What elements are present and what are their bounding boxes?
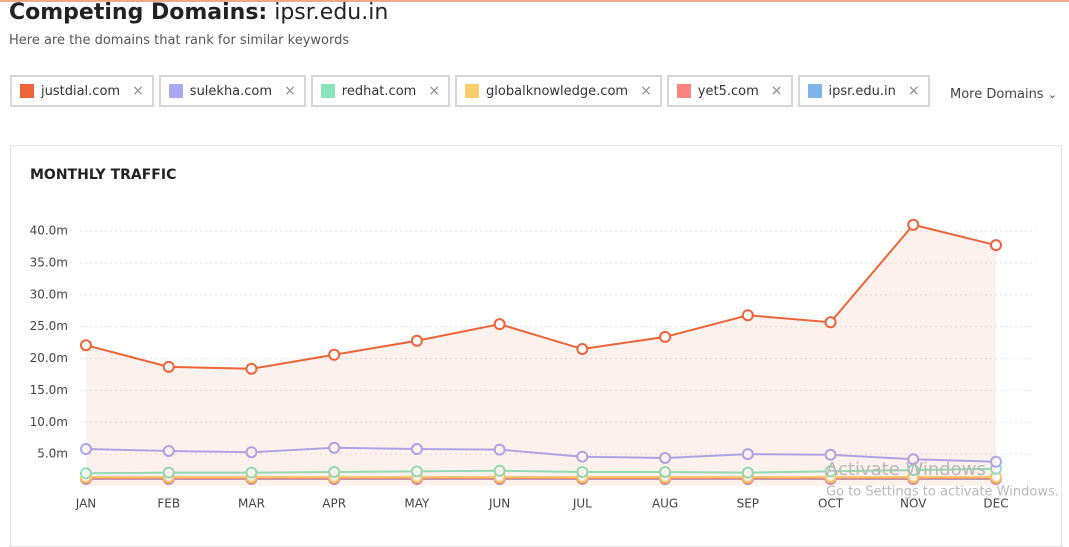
point — [659, 451, 672, 464]
y-tick-label: 10.0m — [30, 415, 68, 429]
x-tick-label: APR — [322, 497, 346, 511]
y-tick-label: 40.0m — [30, 224, 68, 238]
chart-title: MONTHLY TRAFFIC — [30, 167, 176, 183]
y-tick-label: 15.0m — [30, 383, 68, 397]
page-title: Competing Domains: ipsr.edu.in — [9, 0, 388, 25]
point — [824, 448, 837, 461]
area — [86, 224, 996, 486]
point — [824, 316, 837, 329]
y-tick-label: 5.0m — [37, 447, 68, 461]
point — [245, 362, 258, 375]
chip-remove[interactable]: × — [284, 83, 296, 99]
point — [410, 334, 423, 347]
watermark: Activate Windows — [826, 459, 986, 480]
x-tick-label: JUL — [572, 497, 592, 511]
x-tick-label: MAY — [404, 497, 430, 511]
point — [493, 318, 506, 331]
line — [85, 223, 997, 370]
point — [741, 309, 754, 322]
x-tick-label: JUN — [488, 497, 510, 511]
chip-remove[interactable]: × — [428, 83, 441, 99]
chip-remove[interactable]: × — [640, 83, 652, 99]
point — [80, 443, 92, 456]
point — [576, 343, 589, 356]
y-tick-label: 20.0m — [30, 351, 68, 365]
point — [659, 330, 672, 343]
chip-remove[interactable]: × — [770, 83, 783, 99]
point — [907, 218, 920, 231]
chip-label: sulekha.com — [189, 83, 273, 99]
point — [493, 443, 506, 456]
point — [162, 360, 175, 373]
point — [741, 448, 754, 461]
chip-label: justdial.com — [41, 83, 121, 99]
domain-chip[interactable]: ipsr.edu.in × — [797, 75, 930, 107]
chip-label: yet5.com — [697, 83, 759, 99]
domain-chip[interactable]: yet5.com × — [666, 75, 793, 107]
chart: MONTHLY TRAFFIC 5.0m 10.0m 15.0m 20.0m 25.0m… — [30, 167, 1059, 511]
point — [245, 446, 258, 459]
point — [741, 466, 754, 479]
point — [576, 450, 589, 463]
chip-color — [168, 84, 183, 98]
chip-label: redhat.com — [341, 83, 417, 99]
x-tick-label: OCT — [818, 497, 844, 511]
point — [907, 453, 920, 466]
point — [328, 348, 341, 361]
more-domains-label[interactable]: More Domains — [950, 87, 1044, 102]
point — [659, 465, 672, 478]
point — [410, 465, 423, 478]
point — [245, 466, 258, 479]
point — [576, 465, 589, 478]
x-tick-label: NOV — [900, 497, 927, 511]
point — [990, 455, 1002, 468]
title: Competing Domains: — [9, 0, 268, 25]
chip-color — [320, 84, 335, 98]
subtitle: Here are the domains that rank for simil… — [9, 33, 350, 48]
x-tick-label: FEB — [157, 497, 180, 511]
x-tick-label: AUG — [652, 497, 678, 511]
more-domains[interactable]: More Domains ⌄ — [950, 87, 1057, 102]
chip-color — [676, 84, 691, 98]
point — [80, 339, 92, 352]
point — [824, 465, 837, 478]
top-bar — [0, 0, 1069, 2]
domain-chip[interactable]: redhat.com × — [310, 75, 451, 107]
chip-color — [20, 84, 34, 98]
point — [410, 443, 423, 456]
chip-label: globalknowledge.com — [486, 83, 629, 99]
chip-color — [807, 84, 822, 98]
point — [80, 467, 92, 480]
line — [85, 467, 997, 475]
chip-remove[interactable]: × — [907, 83, 920, 99]
chip-label: ipsr.edu.in — [828, 83, 896, 99]
x-tick-label: SEP — [737, 497, 759, 511]
domain-chips: justdial.com × sulekha.com × redhat.com × glob… — [10, 75, 930, 107]
chip-remove[interactable]: × — [132, 83, 144, 99]
y-tick-label: 35.0m — [30, 256, 68, 270]
domain-chip[interactable]: globalknowledge.com × — [455, 75, 662, 107]
line — [85, 446, 997, 463]
chip-color — [465, 84, 480, 98]
x-tick-label: DEC — [983, 497, 1008, 511]
point — [328, 465, 341, 478]
x-tick-label: MAR — [238, 497, 265, 511]
domain-chip[interactable]: justdial.com × — [10, 75, 154, 107]
y-tick-label: 25.0m — [30, 319, 68, 333]
x-tick-label: JAN — [75, 497, 97, 511]
point — [493, 464, 506, 477]
watermark: Go to Settings to activate Windows. — [826, 485, 1059, 500]
domain: ipsr.edu.in — [274, 0, 389, 25]
domain-chip[interactable]: sulekha.com × — [158, 75, 306, 107]
y-tick-label: 30.0m — [30, 287, 68, 301]
point — [990, 239, 1002, 252]
point — [162, 466, 175, 479]
point — [328, 441, 341, 454]
point — [162, 444, 175, 457]
